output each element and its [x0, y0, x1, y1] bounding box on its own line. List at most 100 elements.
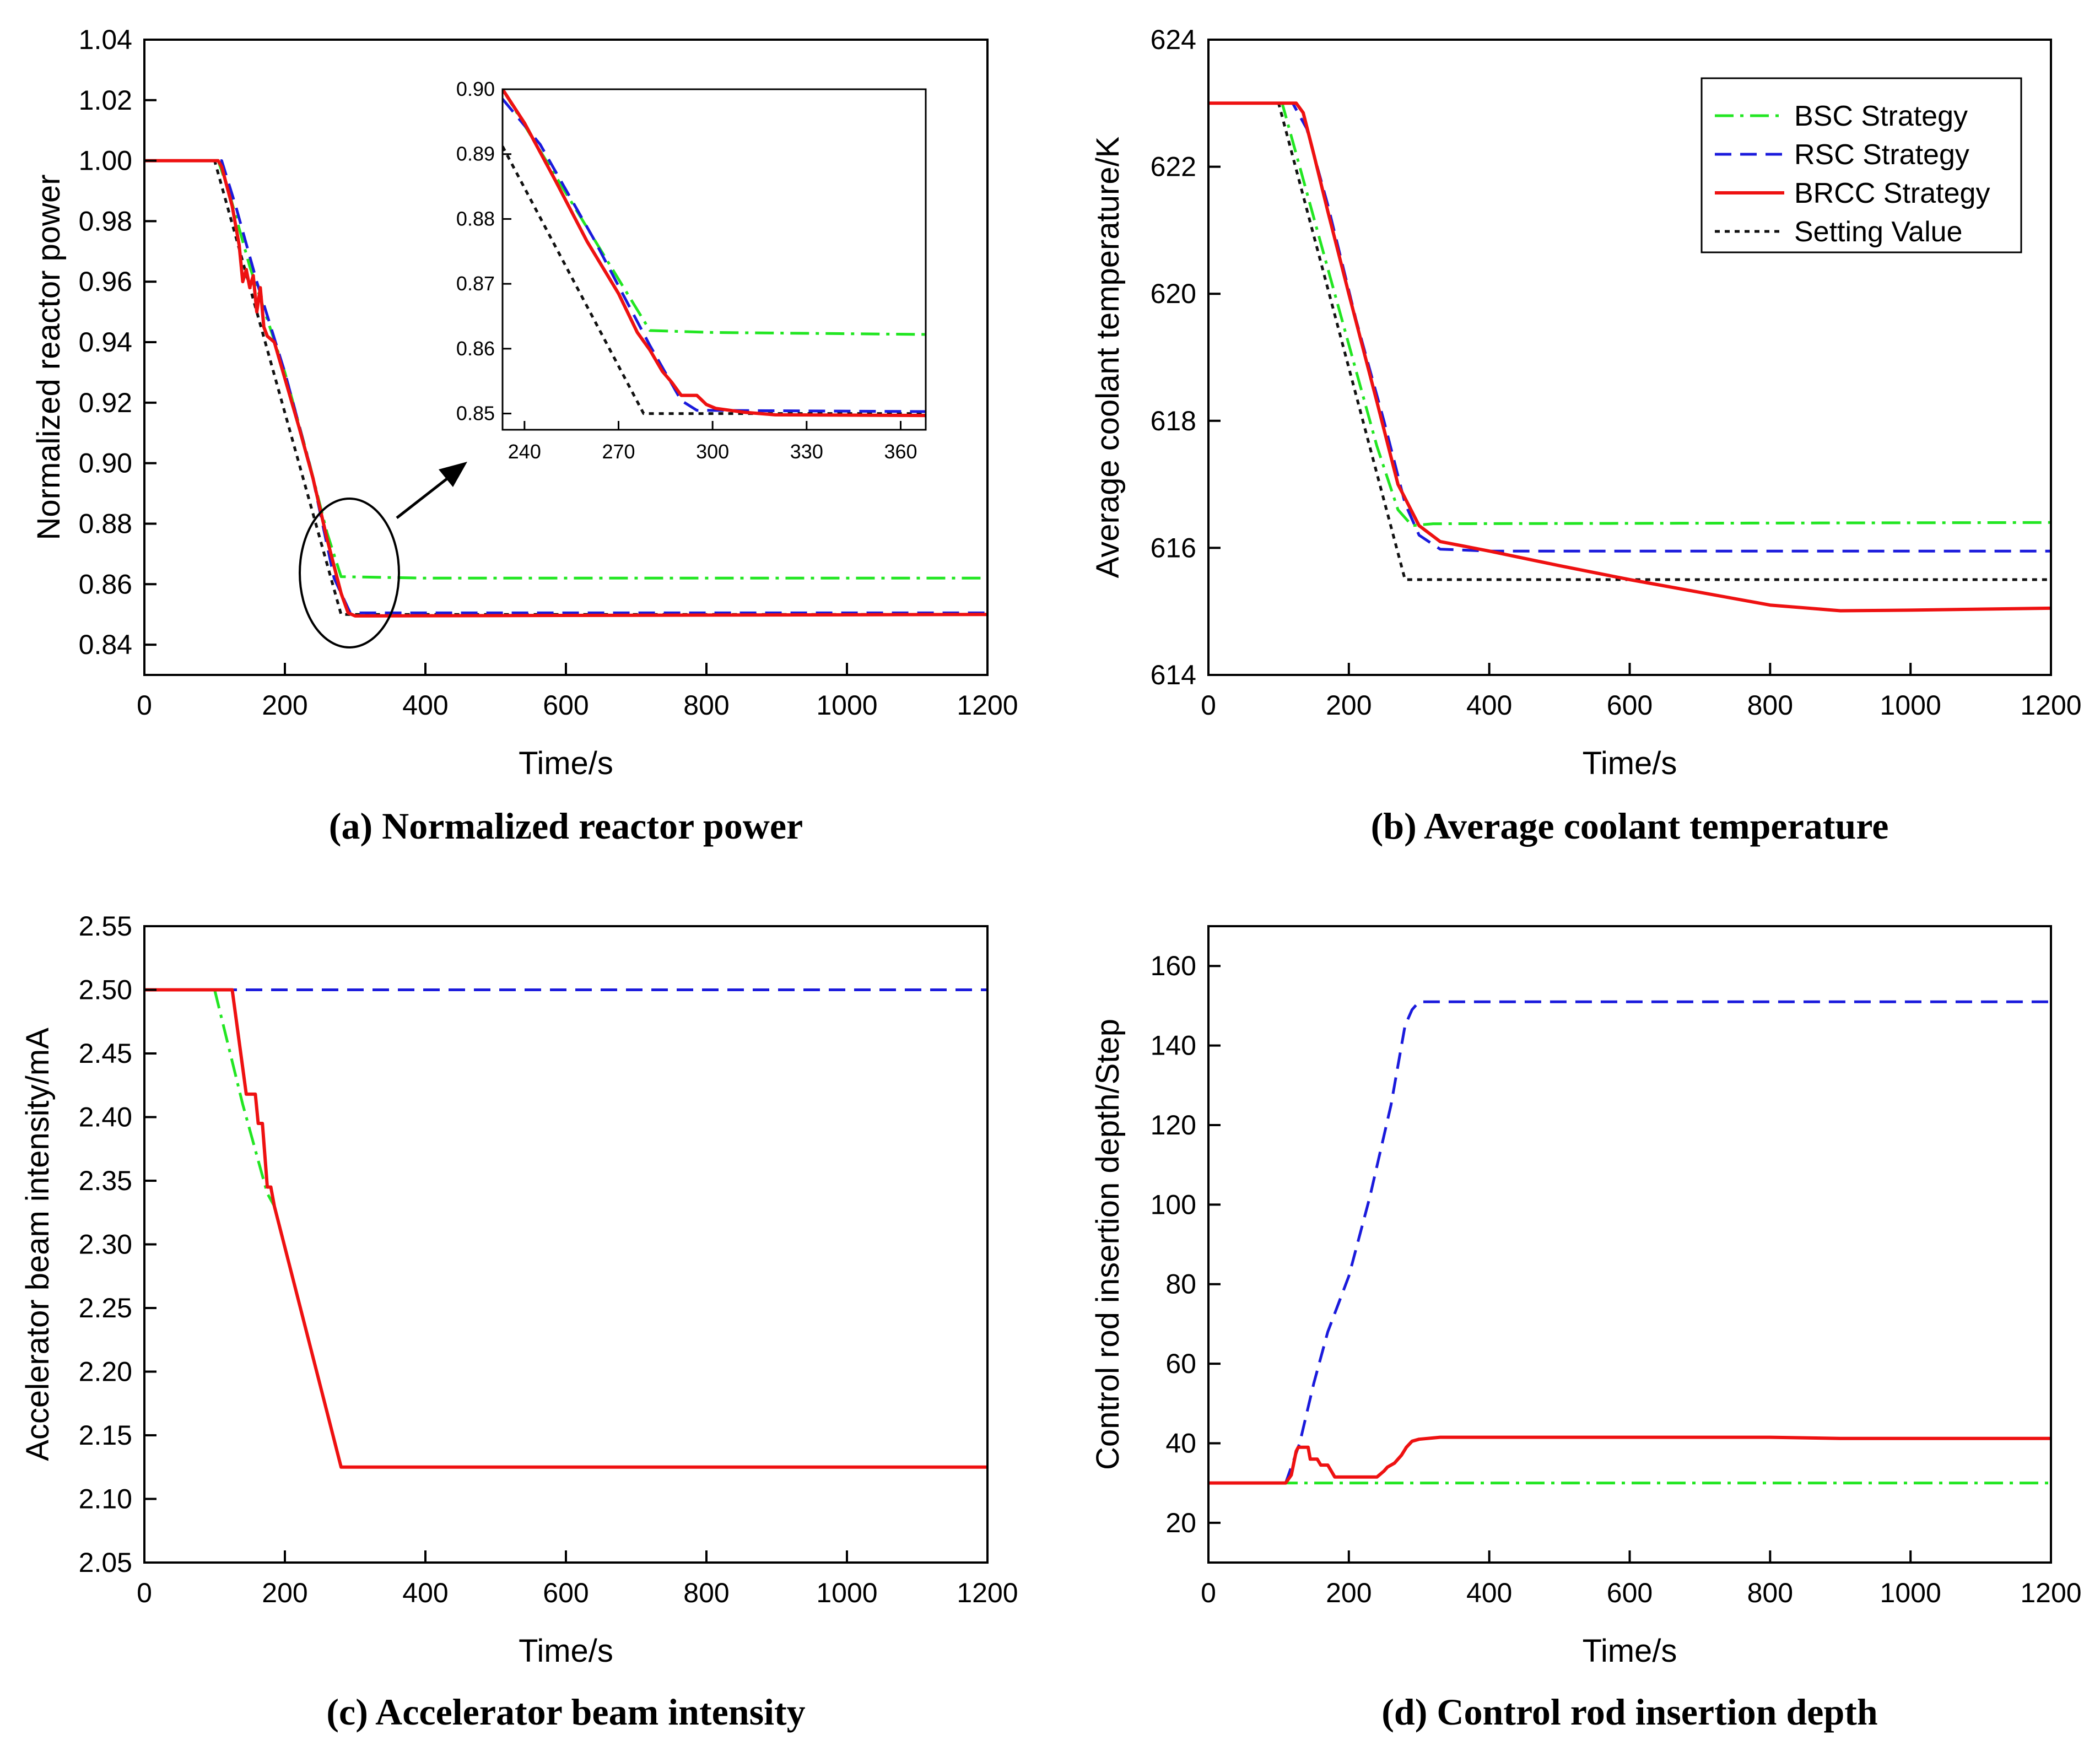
series-group [144, 988, 987, 1469]
inset-series-group [503, 89, 926, 418]
y-tick-label: 2.15 [79, 1420, 132, 1451]
series-line-bsc [144, 988, 987, 1469]
y-axis-label: Accelerator beam intensity/mA [20, 1028, 56, 1461]
x-tick-label: 600 [543, 1577, 589, 1608]
x-tick-label: 1000 [816, 690, 877, 721]
inset-frame [501, 88, 927, 431]
inset-zoom-plot: 240 270 300 330 360 0.85 0.86 0.87 0.88 0.89 0.90 [456, 78, 927, 463]
inset-series-line-brcc [503, 89, 926, 418]
y-tick-label: 614 [1151, 660, 1196, 690]
series-line-rsc [1208, 1000, 2051, 1485]
panel-caption: (d) Control rod insertion depth [1381, 1691, 1877, 1733]
y-tick-label: 0.90 [79, 448, 132, 479]
panel-caption: (a) Normalized reactor power [329, 805, 803, 847]
inset-y-tick-label: 0.85 [456, 402, 495, 425]
x-tick-label: 400 [1466, 1577, 1512, 1608]
panel-d-control-rod-insertion-depth: 0 200 400 600 800 1000 1200 20 40 60 80 100 120 140 16… [1090, 925, 2082, 1733]
inset-series-line-rsc [503, 98, 926, 413]
series-line-brcc [144, 159, 987, 618]
panel-caption: (c) Accelerator beam intensity [326, 1691, 805, 1733]
legend-label-rsc: RSC Strategy [1794, 139, 1969, 171]
y-axis-label: Normalized reactor power [31, 174, 67, 540]
y-tick-label: 60 [1165, 1348, 1196, 1379]
y-tick-label: 2.10 [79, 1484, 132, 1515]
legend: BSC Strategy RSC Strategy BRCC Strategy Set… [1700, 77, 2022, 253]
inset-background [503, 89, 926, 430]
x-tick-label: 0 [1201, 1577, 1216, 1608]
y-tick-label: 0.98 [79, 206, 132, 236]
x-tick-label: 800 [1747, 690, 1793, 721]
series-group [1208, 101, 2051, 613]
x-tick-label: 0 [137, 690, 152, 721]
x-tick-label: 0 [137, 1577, 152, 1608]
y-tick-label: 622 [1151, 152, 1196, 182]
panel-b-average-coolant-temperature: 0 200 400 600 800 1000 1200 614 616 618 620 622 624 T… [1090, 24, 2082, 847]
series-group [1208, 1000, 2051, 1485]
inset-x-tick-label: 360 [884, 440, 917, 463]
x-tick-label: 0 [1201, 690, 1216, 721]
y-tick-label: 80 [1165, 1269, 1196, 1300]
x-tick-label: 1000 [1880, 1577, 1941, 1608]
y-tick-label: 2.25 [79, 1293, 132, 1323]
y-tick-label: 2.30 [79, 1229, 132, 1260]
y-tick-label: 0.86 [79, 569, 132, 599]
y-tick-label: 620 [1151, 278, 1196, 309]
x-tick-label: 1200 [957, 1577, 1018, 1608]
x-tick-label: 200 [1326, 1577, 1372, 1608]
y-tick-label: 160 [1151, 950, 1196, 981]
inset-y-tick-label: 0.88 [456, 207, 495, 230]
y-axis-label: Average coolant temperature/K [1090, 136, 1126, 578]
inset-y-tick-label: 0.87 [456, 272, 495, 295]
legend-label-brcc: BRCC Strategy [1794, 177, 1990, 209]
x-tick-label: 1200 [2020, 690, 2081, 721]
y-tick-label: 2.55 [79, 911, 132, 942]
x-axis-label: Time/s [1583, 1633, 1677, 1669]
y-tick-label: 120 [1151, 1110, 1196, 1141]
series-line-brcc [1208, 101, 2051, 613]
x-tick-label: 200 [1326, 690, 1372, 721]
zoom-arrow-shaft [396, 474, 453, 519]
y-tick-label: 140 [1151, 1030, 1196, 1061]
x-tick-label: 1000 [816, 1577, 877, 1608]
x-axis-label: Time/s [519, 1633, 613, 1669]
y-tick-label: 1.00 [79, 145, 132, 176]
x-tick-label: 600 [543, 690, 589, 721]
zoom-arrow-head [439, 462, 467, 487]
x-tick-label: 200 [262, 1577, 307, 1608]
series-line-brcc [144, 988, 987, 1469]
panel-c-accelerator-beam-intensity: 0 200 400 600 800 1000 1200 2.05 2.10 2.15 2.20 2.2… [20, 911, 1018, 1733]
y-axis-label: Control rod insertion depth/Step [1090, 1019, 1126, 1470]
y-tick-label: 2.20 [79, 1356, 132, 1387]
y-tick-label: 0.84 [79, 629, 132, 660]
y-tick-label: 2.40 [79, 1102, 132, 1133]
inset-y-tick-label: 0.89 [456, 143, 495, 165]
series-line-brcc [1208, 1435, 2051, 1485]
zoom-region-ellipse [299, 498, 400, 648]
inset-x-tick-label: 240 [508, 440, 541, 463]
x-tick-label: 800 [683, 1577, 729, 1608]
y-tick-label: 2.50 [79, 975, 132, 1006]
x-tick-label: 600 [1607, 1577, 1653, 1608]
y-tick-label: 0.94 [79, 327, 132, 358]
series-line-setting [1208, 101, 2051, 581]
x-axis-label: Time/s [1583, 745, 1677, 781]
x-tick-label: 400 [1466, 690, 1512, 721]
legend-box [1700, 77, 2022, 253]
x-tick-label: 800 [1747, 1577, 1793, 1608]
series-line-rsc [1208, 101, 2051, 553]
legend-label-bsc: BSC Strategy [1794, 100, 1968, 132]
y-tick-label: 1.04 [79, 24, 132, 55]
y-tick-label: 100 [1151, 1189, 1196, 1220]
y-tick-label: 20 [1165, 1507, 1196, 1538]
x-tick-label: 200 [262, 690, 307, 721]
panel-caption: (b) Average coolant temperature [1371, 805, 1889, 847]
inset-y-tick-label: 0.86 [456, 337, 495, 360]
y-tick-label: 40 [1165, 1428, 1196, 1458]
x-tick-label: 1200 [957, 690, 1018, 721]
y-tick-label: 2.45 [79, 1038, 132, 1069]
y-tick-label: 624 [1151, 24, 1196, 55]
x-tick-label: 800 [683, 690, 729, 721]
plot-frame [1207, 925, 2052, 1564]
inset-x-tick-label: 270 [602, 440, 635, 463]
